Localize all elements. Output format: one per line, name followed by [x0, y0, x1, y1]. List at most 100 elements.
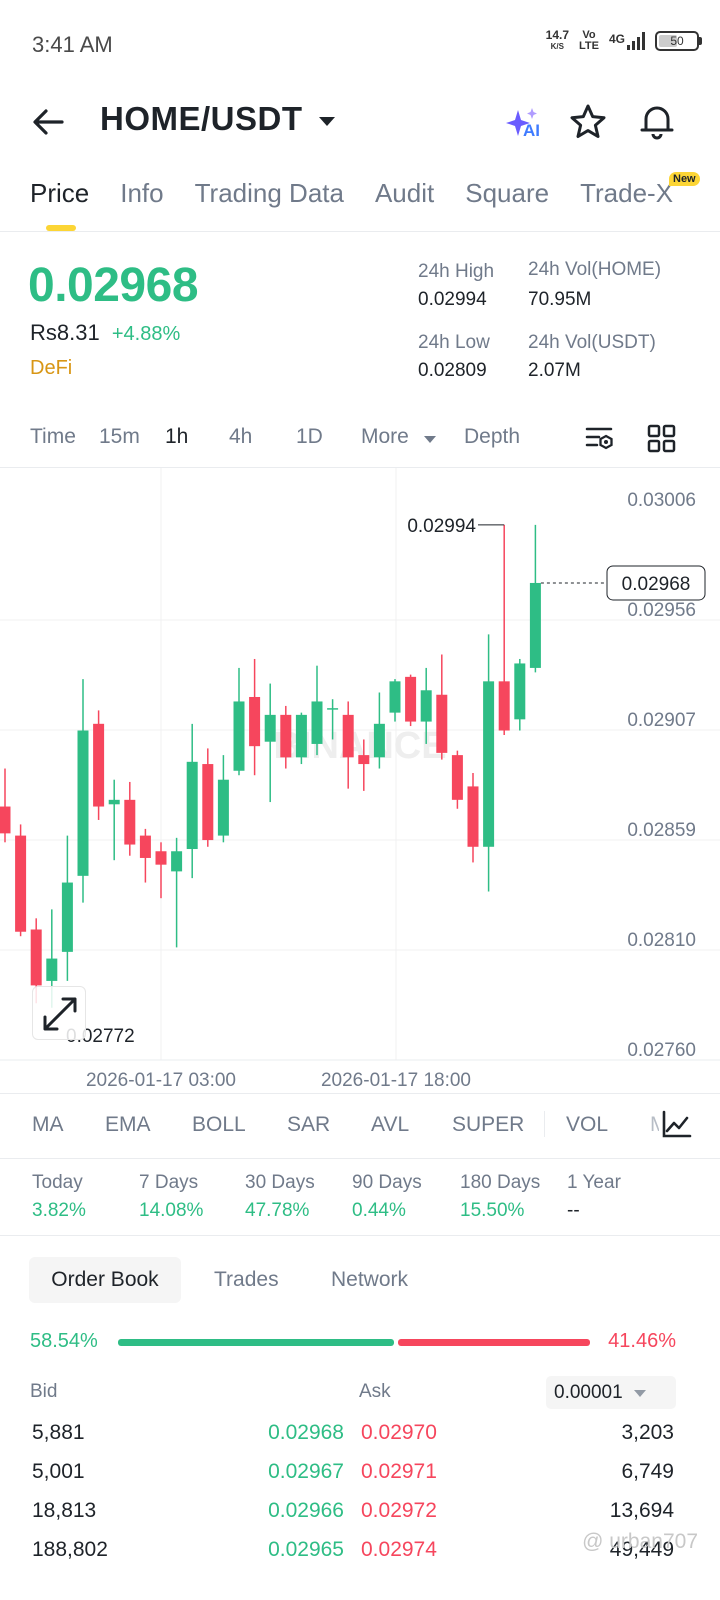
local-price-row: Rs8.31 +4.88%: [30, 320, 180, 346]
indicator-chart-icon[interactable]: [660, 1108, 692, 1145]
candle-body: [498, 681, 510, 731]
indicator-super[interactable]: SUPER: [452, 1113, 525, 1136]
order-row[interactable]: 188,802 0.02965 0.02974 49,449: [0, 1538, 720, 1577]
tab-square[interactable]: Square: [465, 178, 550, 208]
ask-price: 0.02972: [361, 1499, 437, 1522]
indicator-ema[interactable]: EMA: [105, 1113, 151, 1136]
indicator-ma[interactable]: MA: [32, 1113, 64, 1136]
tab-info[interactable]: Info: [120, 178, 164, 208]
tab-price[interactable]: Price: [30, 178, 90, 208]
back-arrow-icon[interactable]: [30, 104, 66, 145]
candle-body: [61, 882, 73, 952]
pair-dropdown-icon[interactable]: [316, 110, 338, 137]
interval-depth[interactable]: Depth: [464, 425, 521, 448]
interval-1h[interactable]: 1h: [165, 425, 189, 448]
interval-1d[interactable]: 1D: [296, 425, 323, 448]
candle-body: [327, 708, 339, 710]
candle-body: [139, 835, 151, 858]
interval-4h[interactable]: 4h: [229, 425, 253, 448]
x-axis-time-label: 2026-01-17 18:00: [321, 1070, 471, 1091]
y-axis-tick-label: 0.02760: [627, 1040, 696, 1061]
chart-settings-icon[interactable]: [585, 424, 617, 460]
candle-body: [77, 730, 89, 876]
interval-divider: [0, 467, 720, 468]
order-row[interactable]: 18,813 0.02966 0.02972 13,694: [0, 1499, 720, 1538]
battery-fill: [659, 35, 677, 47]
interval-time[interactable]: Time: [30, 425, 76, 448]
candle-body: [249, 696, 261, 747]
candle-body: [155, 851, 167, 865]
tab-trade-x[interactable]: Trade-X: [580, 178, 674, 208]
bid-price: 0.02967: [268, 1460, 344, 1483]
indicator-sar[interactable]: SAR: [287, 1113, 331, 1136]
tab-audit[interactable]: Audit: [374, 178, 435, 208]
candle-body: [280, 714, 292, 758]
interval-15m[interactable]: 15m: [99, 425, 140, 448]
ask-ratio: 41.46%: [608, 1330, 676, 1352]
indicator-avl[interactable]: AVL: [371, 1113, 410, 1136]
price-alert-bell-icon[interactable]: [636, 100, 678, 147]
tab-network[interactable]: Network: [331, 1268, 409, 1291]
candle-body: [311, 701, 323, 744]
order-row[interactable]: 5,001 0.02967 0.02971 6,749: [0, 1460, 720, 1499]
perf-180d-label: 180 Days: [460, 1172, 541, 1193]
tab-trades[interactable]: Trades: [214, 1268, 279, 1291]
high-marker-label: 0.02994: [407, 516, 476, 537]
favorite-star-icon[interactable]: [568, 102, 608, 147]
tick-size-select[interactable]: 0.00001: [546, 1376, 676, 1409]
indicator-more-truncated[interactable]: M: [650, 1113, 659, 1136]
bid-qty: 5,001: [32, 1460, 85, 1483]
tab-order-book[interactable]: Order Book: [29, 1257, 181, 1303]
candle-body: [264, 714, 276, 742]
layout-grid-icon[interactable]: [647, 424, 677, 460]
candle-body: [529, 582, 541, 668]
candle-body: [389, 681, 401, 713]
pair-title[interactable]: HOME/USDT: [100, 100, 303, 137]
status-time: 3:41 AM: [32, 32, 113, 57]
detail-tabs: Price Info Trading Data Audit Square Tra…: [30, 178, 704, 209]
candle-body: [436, 694, 448, 753]
perf-30d-value: 47.78%: [245, 1200, 310, 1221]
candle-body: [217, 779, 229, 836]
category-tag[interactable]: DeFi: [30, 357, 73, 379]
volte-bottom: LTE: [579, 40, 599, 52]
indicator-vol[interactable]: VOL: [566, 1113, 609, 1136]
tab-trading-data[interactable]: Trading Data: [194, 178, 344, 208]
order-row[interactable]: 5,881 0.02968 0.02970 3,203: [0, 1421, 720, 1460]
indicator-boll[interactable]: BOLL: [192, 1113, 246, 1136]
ask-price: 0.02970: [361, 1421, 437, 1444]
bid-price: 0.02968: [268, 1421, 344, 1444]
y-axis-tick-label: 0.02810: [627, 930, 696, 951]
candle-body: [186, 761, 198, 850]
volte-indicator: Vo LTE: [579, 30, 599, 52]
ai-label: AI: [523, 121, 540, 140]
high-24h-label: 24h High: [418, 261, 495, 282]
low-24h-value: 0.02809: [418, 360, 487, 381]
perf-1y-label: 1 Year: [567, 1172, 621, 1193]
ask-price: 0.02971: [361, 1460, 437, 1483]
indicator-divider: [0, 1158, 720, 1159]
signal-icon: 4G: [609, 32, 645, 50]
candle-body: [295, 714, 307, 758]
bid-ratio-bar: [118, 1339, 394, 1346]
battery-level: 50: [670, 34, 684, 48]
fullscreen-expand-icon[interactable]: [32, 986, 86, 1040]
candle-body: [171, 851, 183, 872]
ai-sparkle-icon[interactable]: AI: [504, 104, 544, 144]
y-axis-tick-label: 0.02956: [627, 600, 696, 621]
candle-body: [342, 714, 354, 758]
perf-180d-value: 15.50%: [460, 1200, 525, 1221]
candle-body: [233, 701, 245, 771]
more-dropdown-icon[interactable]: [423, 428, 437, 452]
vol-usdt-value: 2.07M: [528, 360, 581, 381]
candle-body: [358, 755, 370, 765]
candlestick-chart[interactable]: BINANCE 0.02994 0.02772 0.02968 0.03006 0.0…: [0, 468, 720, 1093]
bid-qty: 18,813: [32, 1499, 97, 1522]
local-currency-price: Rs8.31: [30, 320, 100, 345]
perf-today-value: 3.82%: [32, 1200, 86, 1221]
perf-7d-value: 14.08%: [139, 1200, 204, 1221]
interval-more[interactable]: More: [361, 425, 409, 448]
bid-price: 0.02965: [268, 1538, 344, 1561]
net-speed: 14.7 K/S: [546, 29, 569, 52]
